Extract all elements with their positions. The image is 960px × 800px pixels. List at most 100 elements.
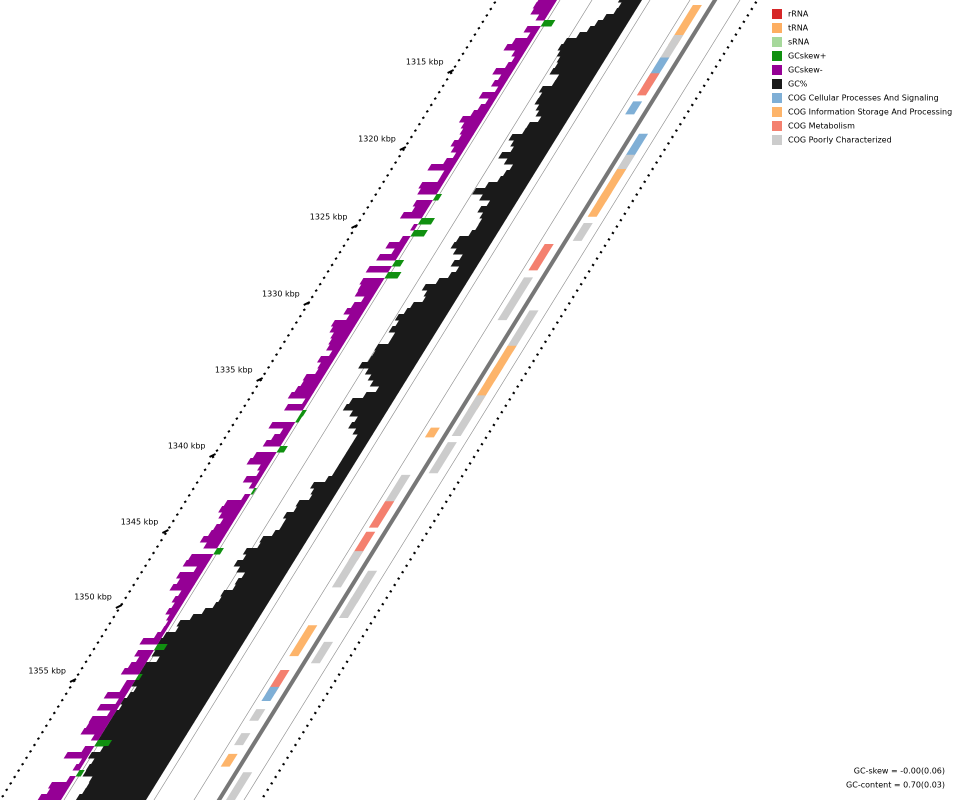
gc-skew-bar	[391, 248, 404, 255]
gc-skew-bar	[246, 458, 274, 465]
gc-skew-bar	[223, 500, 247, 507]
ruler-label: 1320 kbp	[358, 135, 396, 144]
ruler-tick	[389, 589, 393, 593]
gc-content-bar	[88, 776, 161, 783]
gc-content-bar	[549, 68, 600, 75]
gc-skew-bar	[399, 212, 426, 219]
gc-skew-bar	[135, 656, 151, 663]
ruler-tick	[706, 77, 710, 81]
ruler-tick	[567, 301, 571, 305]
gc-content-bar	[310, 482, 344, 489]
ruler-tick	[263, 372, 267, 376]
legend-swatch	[772, 65, 782, 75]
gc-content-bar	[537, 116, 571, 123]
gc-skew-bar	[294, 386, 318, 393]
ruler-labels: 1315 kbp 1320 kbp 1325 kbp 1330 kbp 1335 kbp…	[28, 58, 455, 683]
gc-skew-bar	[326, 344, 344, 351]
ruler-tick	[421, 116, 425, 120]
ruler-tick	[674, 129, 678, 133]
gc-skew-bar	[80, 728, 106, 735]
ruler-tick	[631, 199, 635, 203]
gc-content-bar	[120, 698, 210, 705]
ruler-tick	[460, 474, 464, 478]
gc-skew-bar	[460, 122, 482, 129]
gene	[347, 570, 378, 604]
ruler-tick	[219, 442, 223, 446]
ruler-tick	[575, 289, 579, 293]
gc-skew-bar	[511, 38, 534, 45]
ruler-tick	[215, 449, 219, 453]
ruler-tick	[32, 743, 36, 747]
ruler-tick	[267, 365, 271, 369]
ruler-tick	[318, 282, 322, 286]
gc-content-bar	[525, 122, 567, 129]
ruler-tick	[440, 506, 444, 510]
ruler-tick	[151, 551, 156, 555]
gc-content-bar	[97, 734, 187, 741]
gc-content-bar	[242, 548, 303, 555]
ruler-tick	[469, 39, 473, 43]
gc-content-bar	[479, 212, 511, 219]
gc-content-bar	[422, 296, 459, 303]
gc-content-bar	[562, 38, 619, 45]
gc-content-bar	[233, 560, 295, 567]
ruler-tick	[326, 269, 330, 273]
ruler-tick	[358, 218, 362, 222]
gc-content-bar	[502, 170, 537, 177]
ruler-tick	[357, 641, 361, 645]
gc-content-bar	[455, 236, 496, 243]
ruler-tick	[68, 685, 72, 689]
ruler-tick	[702, 84, 706, 88]
ruler-tick	[547, 333, 551, 337]
gc-content-bar	[369, 380, 407, 387]
ruler-tick	[36, 737, 40, 741]
ruler-tick	[643, 180, 647, 184]
gc-skew-bar	[103, 692, 128, 699]
ruler-tick	[317, 705, 321, 709]
gc-skew-bar	[182, 560, 210, 567]
legend-swatch	[772, 79, 782, 89]
gc-skew-bar	[330, 332, 352, 339]
gc-content-bar	[348, 398, 396, 405]
major-tick	[256, 377, 264, 382]
gc-skew-bar	[459, 128, 478, 135]
gc-skew-bar	[478, 92, 500, 99]
gc-content-bar	[395, 320, 444, 327]
ruler-tick	[429, 103, 433, 107]
ruler-tick	[282, 762, 286, 766]
gc-skew-bar	[450, 140, 471, 147]
legend-label: GCskew+	[788, 52, 826, 61]
gc-skew-bar	[203, 542, 221, 549]
gc-content-bar	[162, 644, 243, 651]
ruler-tick	[730, 39, 734, 43]
gc-content-bar	[503, 158, 545, 165]
gc-content-bar	[236, 566, 292, 573]
gc-content-bar	[554, 62, 604, 69]
ruler-tick	[694, 97, 698, 101]
gc-content-bar	[534, 98, 582, 105]
gc-skew-bar	[359, 278, 385, 285]
gc-content-bar	[535, 104, 578, 111]
gc-content-bar	[339, 458, 359, 465]
major-tick	[303, 301, 311, 306]
ruler-tick	[159, 538, 163, 542]
legend-label: COG Metabolism	[788, 122, 855, 131]
gene	[225, 772, 253, 800]
gc-skew-bar	[398, 236, 411, 243]
ruler-tick	[412, 551, 417, 555]
ruler-tick	[485, 13, 489, 17]
ruler-tick	[60, 698, 64, 702]
legend-swatch	[772, 37, 782, 47]
ruler-tick	[338, 250, 342, 254]
ruler-tick	[370, 199, 374, 203]
gc-skew-bar	[165, 614, 177, 621]
gc-skew-bar	[302, 374, 326, 381]
gc-skew-bar	[350, 302, 370, 309]
gc-skew-bar	[357, 284, 381, 291]
major-tick	[115, 604, 123, 609]
gc-content-bar	[367, 374, 411, 381]
gc-skew-bar	[270, 434, 288, 441]
gc-skew-bar	[530, 8, 553, 15]
gc-skew-bar	[360, 296, 374, 303]
gc-skew-bar	[213, 548, 224, 555]
